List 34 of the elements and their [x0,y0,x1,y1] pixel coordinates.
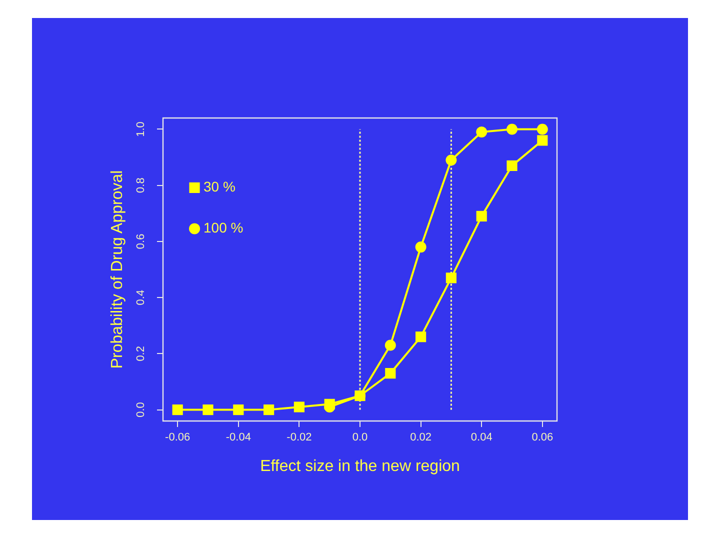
x-tick-label: 0.0 [352,432,368,444]
point [385,368,396,379]
point [415,242,426,253]
x-axis-title: Effect size in the new region [260,458,460,475]
y-tick-label: 0.8 [135,178,148,193]
y-axis-title: Probability of Drug Approval [109,170,126,369]
y-tick-label: 0.6 [135,234,148,250]
point [202,404,214,416]
point [537,135,548,146]
point [233,404,244,416]
point [446,154,457,166]
point [263,404,274,416]
point [416,332,426,342]
x-tick-label: 0.06 [532,432,554,444]
point [536,124,548,135]
point [446,272,457,284]
x-tick-label: -0.02 [286,432,312,444]
point [506,160,518,171]
x-tick-label: -0.06 [165,432,190,444]
point [294,402,304,412]
point [384,340,396,351]
point [476,210,487,222]
legend-label: 30 % [204,178,236,195]
point [172,404,183,416]
y-tick-label: 0.4 [135,290,148,306]
x-tick-label: 0.04 [470,432,492,444]
point [476,126,488,138]
y-tick-label: 0.0 [135,402,148,418]
x-tick-label: -0.04 [226,432,251,444]
x-tick-label: 0.02 [410,432,432,444]
legend-label: 100 % [204,220,244,236]
y-tick-label: 1.0 [135,122,148,137]
y-tick-label: 0.2 [135,346,148,362]
point [506,124,518,135]
